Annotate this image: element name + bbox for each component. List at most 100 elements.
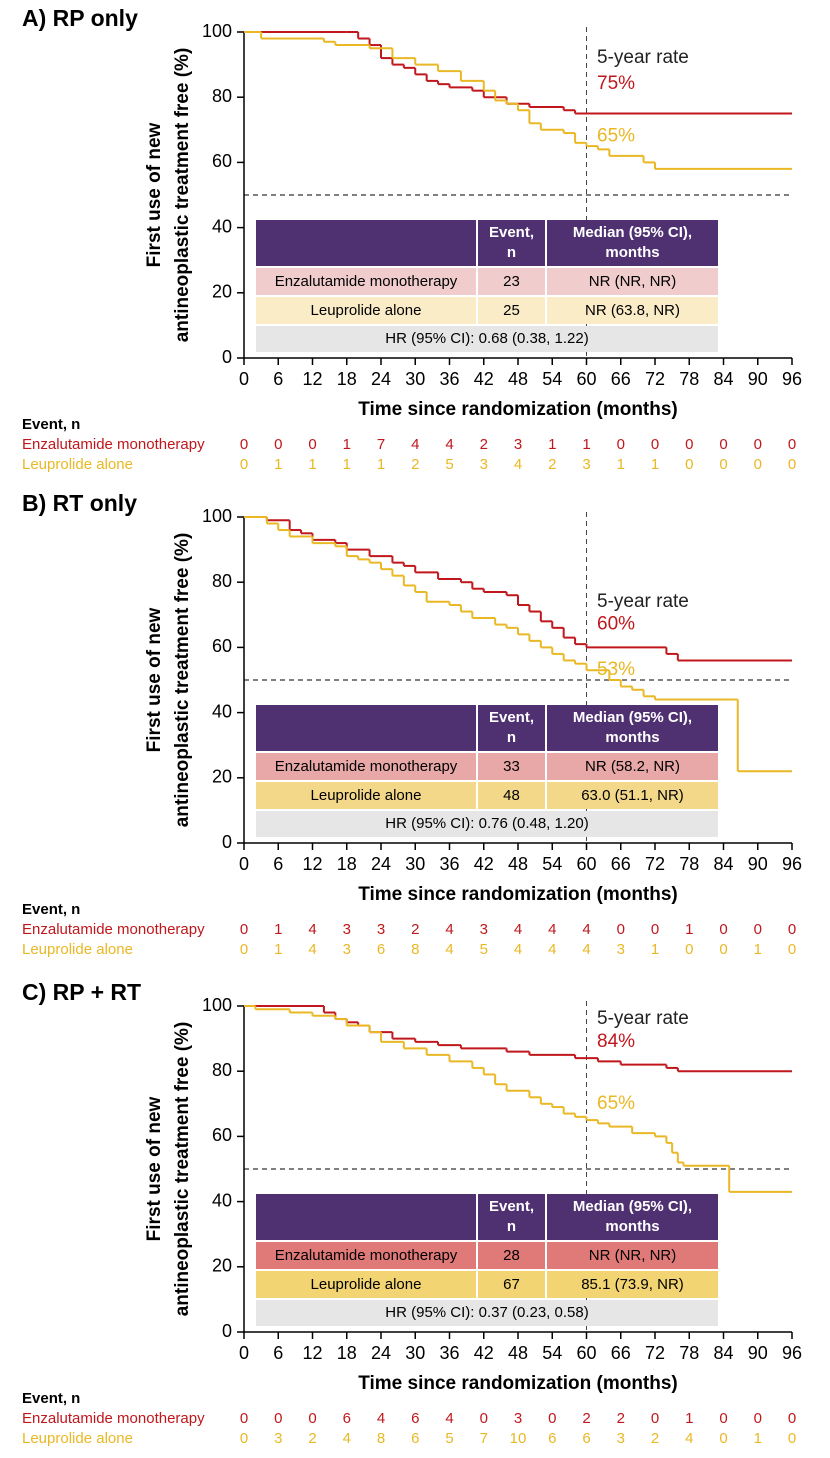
- event-count: 1: [548, 436, 556, 453]
- x-tick-label: 54: [542, 1343, 562, 1363]
- x-tick-label: 96: [782, 369, 802, 389]
- table-header-text: n: [507, 1218, 516, 1235]
- table-header-text: n: [507, 729, 516, 746]
- event-count: 4: [343, 1430, 351, 1447]
- y-tick-label: 20: [212, 1256, 232, 1276]
- y-tick-label: 60: [212, 151, 232, 171]
- event-count: 2: [411, 456, 419, 473]
- event-count: 0: [685, 941, 693, 958]
- event-count: 4: [308, 941, 316, 958]
- event-count: 4: [514, 921, 522, 938]
- event-count: 0: [719, 456, 727, 473]
- event-count: 0: [308, 1410, 316, 1427]
- x-tick-label: 84: [713, 369, 733, 389]
- table-header-cell: [478, 220, 545, 266]
- x-tick-label: 90: [748, 854, 768, 874]
- table-footer: [256, 1300, 718, 1326]
- y-axis-label: First use of new: [144, 1096, 165, 1241]
- event-count: 10: [510, 1430, 527, 1447]
- event-count: 8: [411, 941, 419, 958]
- y-tick-label: 0: [222, 347, 232, 367]
- event-count: 3: [617, 941, 625, 958]
- table-cell-text: 33: [503, 758, 520, 775]
- table-cell: [478, 753, 545, 780]
- event-count: 0: [240, 1410, 248, 1427]
- table-cell: [256, 297, 476, 324]
- table-header-text: Event,: [489, 1198, 534, 1215]
- table-header-cell: [256, 1194, 476, 1240]
- event-count: 0: [617, 436, 625, 453]
- table-cell: [256, 1271, 476, 1298]
- annotation: 5-year rate: [597, 1008, 689, 1029]
- table-cell: [478, 268, 545, 295]
- table-header-text: months: [605, 244, 659, 261]
- x-tick-label: 0: [239, 369, 249, 389]
- event-count: 2: [651, 1430, 659, 1447]
- annotation: 65%: [597, 1093, 635, 1114]
- x-tick-label: 0: [239, 854, 249, 874]
- event-count: 0: [274, 436, 282, 453]
- event-count: 0: [719, 1430, 727, 1447]
- event-count: 3: [343, 941, 351, 958]
- event-count: 0: [240, 921, 248, 938]
- x-tick-label: 78: [679, 1343, 699, 1363]
- y-axis-label: First use of new: [144, 607, 165, 752]
- table-cell-text: 48: [503, 787, 520, 804]
- x-tick-label: 12: [302, 854, 322, 874]
- event-count: 1: [651, 941, 659, 958]
- y-tick-label: 40: [212, 216, 232, 236]
- events-row-label: Leuprolide alone: [22, 941, 133, 958]
- table-header-cell: [547, 1194, 718, 1240]
- event-count: 0: [754, 1410, 762, 1427]
- event-count: 0: [651, 436, 659, 453]
- y-axis-label: antineoplastic treatment free (%): [172, 48, 193, 343]
- x-axis-label: Time since randomization (months): [358, 1373, 678, 1394]
- event-count: 0: [719, 921, 727, 938]
- x-tick-label: 48: [508, 369, 528, 389]
- event-count: 1: [343, 456, 351, 473]
- event-count: 3: [343, 921, 351, 938]
- event-count: 4: [685, 1430, 693, 1447]
- event-count: 2: [548, 456, 556, 473]
- x-tick-label: 90: [748, 1343, 768, 1363]
- event-count: 0: [754, 921, 762, 938]
- event-count: 0: [754, 436, 762, 453]
- table-header-cell: [547, 220, 718, 266]
- x-tick-label: 84: [713, 1343, 733, 1363]
- x-tick-label: 6: [273, 1343, 283, 1363]
- x-tick-label: 42: [474, 1343, 494, 1363]
- x-tick-label: 6: [273, 369, 283, 389]
- table-row-label: Leuprolide alone: [311, 1276, 422, 1293]
- table-header-cell: [478, 705, 545, 751]
- event-count: 0: [788, 1410, 796, 1427]
- x-tick-label: 84: [713, 854, 733, 874]
- table-cell-text: 25: [503, 302, 520, 319]
- event-count: 0: [788, 921, 796, 938]
- table-footer: [256, 326, 718, 352]
- event-count: 1: [685, 1410, 693, 1427]
- x-tick-label: 6: [273, 854, 283, 874]
- x-tick-label: 24: [371, 1343, 391, 1363]
- table-footer-text: HR (95% CI): 0.76 (0.48, 1.20): [385, 815, 588, 832]
- table-cell: [547, 753, 718, 780]
- event-count: 0: [685, 456, 693, 473]
- event-count: 1: [343, 436, 351, 453]
- table-cell: [547, 1242, 718, 1269]
- x-tick-label: 72: [645, 854, 665, 874]
- y-tick-label: 100: [202, 21, 232, 41]
- event-count: 1: [274, 941, 282, 958]
- event-count: 3: [514, 436, 522, 453]
- y-tick-label: 0: [222, 832, 232, 852]
- events-title: Event, n: [22, 1390, 80, 1407]
- event-count: 6: [343, 1410, 351, 1427]
- y-tick-label: 100: [202, 995, 232, 1015]
- event-count: 6: [377, 941, 385, 958]
- x-tick-label: 48: [508, 854, 528, 874]
- table-footer-text: HR (95% CI): 0.68 (0.38, 1.22): [385, 330, 588, 347]
- table-header-text: Event,: [489, 709, 534, 726]
- table-header-cell: [256, 220, 476, 266]
- x-tick-label: 78: [679, 854, 699, 874]
- event-count: 0: [308, 436, 316, 453]
- event-count: 4: [445, 921, 453, 938]
- event-count: 3: [377, 921, 385, 938]
